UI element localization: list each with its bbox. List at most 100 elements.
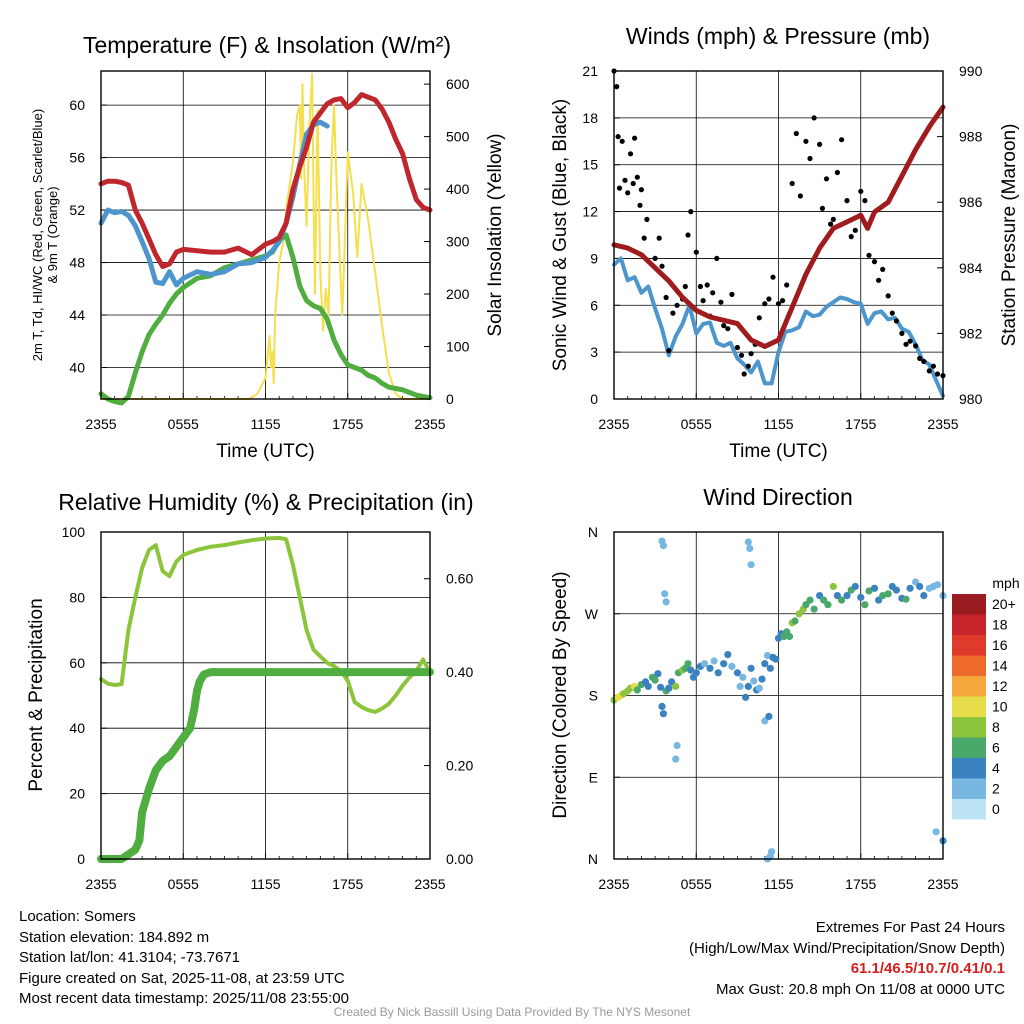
gust-point bbox=[828, 221, 834, 227]
station-info: Location: Somers Station elevation: 184.… bbox=[19, 907, 349, 1010]
humidity-rtick-label: 0.60 bbox=[446, 571, 473, 587]
gust-point bbox=[899, 330, 905, 336]
winds-panel: Winds (mph) & Pressure (mb) 2355 0555 1155… bbox=[550, 23, 1020, 462]
direction-point bbox=[720, 660, 728, 668]
direction-point bbox=[870, 584, 879, 592]
direction-point bbox=[892, 586, 901, 594]
colorbar-title: mph bbox=[992, 575, 1019, 591]
direction-point bbox=[710, 657, 718, 665]
direction-point bbox=[906, 584, 914, 592]
winds-rtick-label: 990 bbox=[959, 63, 983, 79]
humidity-xtick-label: 2355 bbox=[414, 876, 445, 892]
direction-ylabel: Direction (Colored By Speed) bbox=[550, 571, 571, 818]
temperature-rtick-label: 100 bbox=[446, 339, 470, 355]
gust-point bbox=[685, 232, 691, 238]
gust-point bbox=[907, 338, 913, 344]
direction-point bbox=[684, 660, 692, 668]
gust-point bbox=[930, 363, 937, 369]
colorbar-label: 8 bbox=[992, 719, 1000, 735]
gust-point bbox=[674, 302, 680, 308]
direction-point bbox=[662, 598, 670, 606]
gust-point bbox=[697, 283, 704, 290]
winds-title: Winds (mph) & Pressure (mb) bbox=[626, 23, 930, 49]
gust-point bbox=[866, 252, 872, 258]
created-text: Figure created on Sat, 2025-11-08, at 23… bbox=[19, 969, 345, 987]
direction-frame bbox=[613, 531, 944, 860]
credit-text: Created By Nick Bassill Using Data Provi… bbox=[333, 1005, 691, 1019]
direction-point bbox=[687, 666, 695, 674]
gust-point bbox=[921, 358, 927, 365]
gust-point bbox=[682, 283, 688, 290]
winds-xlabel: Time (UTC) bbox=[729, 441, 828, 462]
direction-point bbox=[747, 664, 755, 672]
winds-ytick-label: 18 bbox=[582, 110, 598, 126]
colorbar-label: 4 bbox=[992, 760, 1000, 776]
winds-ytick-label: 12 bbox=[582, 204, 598, 220]
direction-point bbox=[633, 686, 641, 694]
direction-xtick-label: 2355 bbox=[598, 876, 629, 892]
colorbar-label: 20+ bbox=[992, 596, 1016, 612]
direction-point bbox=[665, 684, 673, 692]
humidity-ytick-label: 60 bbox=[69, 655, 85, 671]
gust-point bbox=[627, 151, 634, 157]
direction-point bbox=[758, 675, 766, 683]
gust-point bbox=[745, 363, 751, 369]
direction-point bbox=[795, 610, 803, 618]
winds-ytick-label: 15 bbox=[582, 157, 598, 173]
extremes-subtitle: (High/Low/Max Wind/Precipitation/Snow De… bbox=[689, 939, 1005, 957]
winds-rtick-label: 984 bbox=[959, 260, 983, 276]
humidity-ytick-label: 0 bbox=[77, 851, 85, 867]
temperature-ytick-label: 52 bbox=[69, 202, 85, 218]
direction-point bbox=[672, 682, 680, 691]
temperature-frame bbox=[100, 70, 431, 400]
direction-point bbox=[744, 538, 752, 546]
winds-rtick-label: 988 bbox=[959, 129, 983, 145]
direction-point bbox=[810, 605, 818, 613]
humidity-ytick-label: 100 bbox=[62, 524, 86, 540]
extremes-block: Extremes For Past 24 Hours (High/Low/Max… bbox=[689, 918, 1005, 1000]
direction-point bbox=[673, 741, 681, 750]
direction-xtick-label: 1155 bbox=[763, 876, 793, 892]
temperature-xtick-label: 2355 bbox=[414, 416, 445, 432]
colorbar-label: 10 bbox=[992, 699, 1008, 715]
colorbar-label: 18 bbox=[992, 617, 1008, 633]
gust-point bbox=[630, 180, 636, 187]
humidity-panel: Relative Humidity (%) & Precipitation (i… bbox=[26, 489, 474, 892]
recent-text: Most recent data timestamp: 2025/11/08 2… bbox=[19, 990, 349, 1007]
gust-point bbox=[903, 341, 909, 347]
humidity-ytick-label: 80 bbox=[69, 589, 85, 605]
direction-point bbox=[920, 592, 928, 600]
temperature-rtick-label: 300 bbox=[446, 234, 470, 250]
winds-ytick-label: 21 bbox=[582, 63, 598, 79]
humidity-xtick-label: 1155 bbox=[250, 876, 280, 892]
temperature-ytick-label: 44 bbox=[69, 307, 85, 323]
gust-point bbox=[762, 301, 768, 307]
direction-point bbox=[879, 592, 887, 600]
direction-point bbox=[865, 587, 873, 595]
gust-point bbox=[934, 371, 941, 377]
gust-point bbox=[848, 234, 854, 240]
direction-point bbox=[802, 601, 810, 609]
gust-point bbox=[862, 198, 868, 204]
winds-ytick-label: 6 bbox=[590, 297, 598, 313]
direction-point bbox=[766, 664, 774, 672]
colorbar-swatch bbox=[952, 737, 986, 758]
direction-point bbox=[916, 582, 924, 591]
gust-point bbox=[659, 263, 665, 269]
gust-point bbox=[807, 155, 813, 162]
gust-point bbox=[803, 138, 809, 144]
gust-point bbox=[797, 193, 804, 199]
temperature-ytick-label: 48 bbox=[69, 255, 85, 271]
temperature-ytick-label: 56 bbox=[69, 150, 85, 166]
direction-point bbox=[657, 683, 665, 691]
colorbar-swatch bbox=[952, 594, 986, 615]
temperature-rtick-label: 400 bbox=[446, 181, 470, 197]
gust-point bbox=[748, 351, 754, 357]
gust-point bbox=[738, 352, 745, 358]
direction-point bbox=[733, 669, 742, 677]
direction-point bbox=[932, 828, 940, 836]
colorbar-swatch bbox=[952, 778, 986, 799]
temperature-line bbox=[98, 92, 433, 269]
solar-insolation-line bbox=[100, 72, 431, 400]
